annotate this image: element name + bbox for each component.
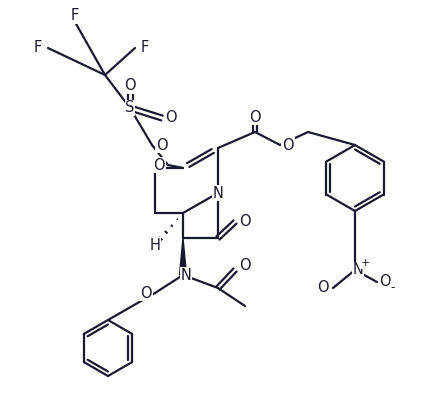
Text: O: O xyxy=(282,138,294,153)
Text: O: O xyxy=(124,79,136,94)
Text: F: F xyxy=(71,9,79,23)
Text: O: O xyxy=(153,158,165,173)
Text: O: O xyxy=(317,281,329,296)
Text: N: N xyxy=(353,262,363,277)
Text: O: O xyxy=(379,275,391,290)
Text: H: H xyxy=(150,237,160,252)
Text: F: F xyxy=(34,40,42,55)
Text: +: + xyxy=(360,258,370,268)
Text: F: F xyxy=(141,40,149,55)
Polygon shape xyxy=(179,238,187,275)
Text: N: N xyxy=(212,185,224,200)
Text: O: O xyxy=(249,109,261,124)
Text: -: - xyxy=(391,281,395,294)
Text: O: O xyxy=(165,111,177,126)
Text: S: S xyxy=(125,100,135,115)
Text: N: N xyxy=(181,267,191,283)
Text: O: O xyxy=(140,286,152,301)
Text: O: O xyxy=(239,215,251,230)
Text: O: O xyxy=(156,138,168,153)
Text: O: O xyxy=(239,258,251,273)
